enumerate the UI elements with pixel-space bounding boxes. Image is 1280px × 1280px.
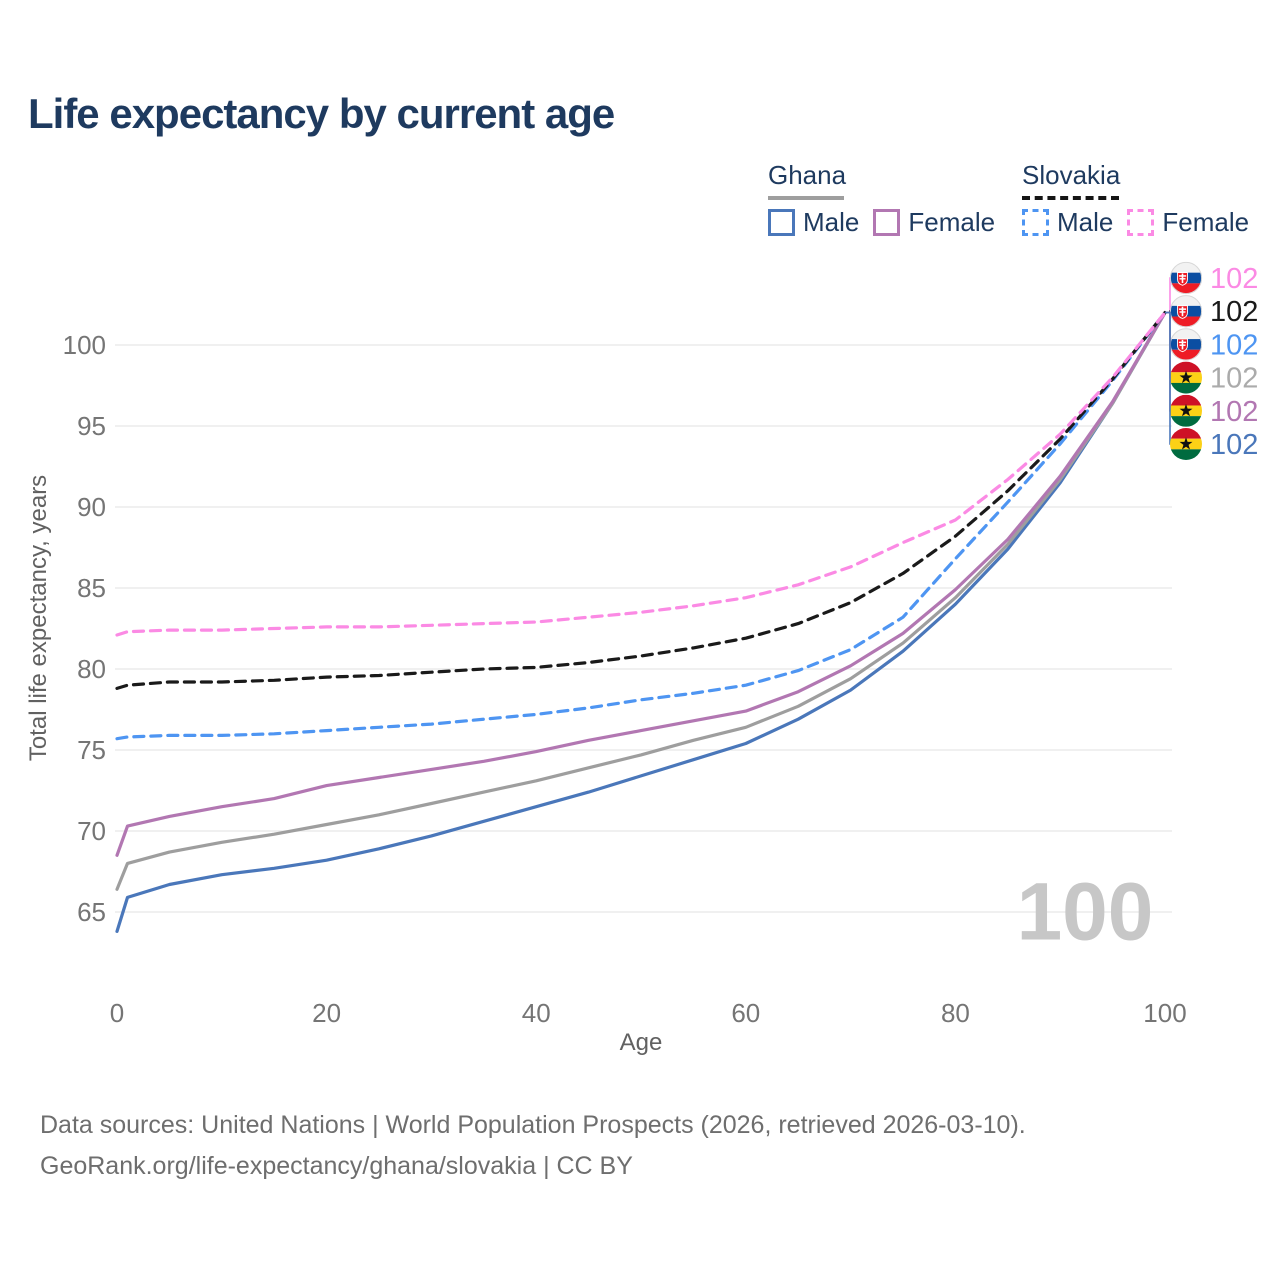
ghana-flag-icon (1170, 361, 1202, 394)
slovakia-male-swatch-icon (1022, 209, 1049, 236)
legend-item-label: Male (1057, 207, 1114, 237)
ghana-flag-icon (1170, 428, 1202, 460)
legend-item-label: Female (1162, 207, 1250, 237)
x-tick-label: 0 (110, 998, 124, 1028)
y-axis-title: Total life expectancy, years (25, 475, 52, 761)
legend-group-slovakia: Slovakia Male Female (1022, 160, 1249, 238)
y-tick-label: 85 (77, 573, 106, 603)
series-line-slovakia-both[interactable] (115, 311, 1167, 691)
y-tick-label: 70 (77, 816, 106, 846)
end-value-label-slovakia-both: 102 (1210, 296, 1258, 328)
age-watermark: 100 (1017, 867, 1154, 958)
series-line-slovakia-female[interactable] (115, 311, 1167, 637)
ghana-flag-icon (1170, 394, 1202, 427)
end-label-connector (1165, 311, 1179, 412)
slovakia-flag-icon (1169, 261, 1203, 295)
legend-item-slovakia-female[interactable]: Female (1127, 207, 1249, 238)
series-line-ghana-male[interactable] (115, 311, 1167, 934)
ghana-male-swatch-icon (768, 209, 795, 236)
slovakia-female-swatch-icon (1127, 209, 1155, 236)
y-tick-label: 80 (77, 654, 106, 684)
legend-item-label: Male (803, 207, 860, 237)
footer-data-sources: Data sources: United Nations | World Pop… (40, 1111, 1026, 1139)
x-tick-label: 40 (522, 998, 551, 1028)
legend-underline-slovakia (1022, 196, 1119, 200)
legend-group-ghana-title: Ghana (768, 160, 847, 190)
footer: Data sources: United Nations | World Pop… (40, 1105, 1026, 1187)
end-value-label-slovakia-male: 102 (1210, 329, 1258, 361)
slovakia-flag-icon (1169, 328, 1203, 361)
end-value-label-ghana-male: 102 (1210, 429, 1258, 461)
end-value-label-slovakia-female: 102 (1210, 263, 1258, 295)
x-axis-title: Age (620, 1029, 663, 1056)
series-line-ghana-both[interactable] (115, 311, 1167, 891)
series-line-ghana-female[interactable] (115, 311, 1167, 857)
y-tick-label: 90 (77, 492, 106, 522)
y-tick-label: 100 (63, 330, 106, 360)
end-value-label-ghana-both: 102 (1210, 363, 1258, 395)
legend-item-label: Female (908, 207, 996, 237)
y-tick-label: 65 (77, 897, 106, 927)
slovakia-flag-icon (1169, 295, 1203, 328)
legend-item-slovakia-male[interactable]: Male (1022, 207, 1113, 238)
legend-group-slovakia-title: Slovakia (1022, 160, 1121, 190)
x-tick-label: 60 (731, 998, 760, 1028)
end-value-label-ghana-female: 102 (1210, 396, 1258, 428)
series-line-slovakia-male[interactable] (115, 311, 1167, 741)
y-tick-label: 75 (77, 735, 106, 765)
legend-item-ghana-female[interactable]: Female (873, 207, 995, 238)
y-tick-label: 95 (77, 411, 106, 441)
legend-group-ghana: Ghana Male Female (768, 160, 995, 238)
page-title: Life expectancy by current age (28, 90, 615, 137)
legend-item-ghana-male[interactable]: Male (768, 207, 859, 238)
ghana-female-swatch-icon (873, 209, 901, 236)
x-tick-label: 100 (1143, 998, 1186, 1028)
legend-underline-ghana (768, 196, 844, 200)
x-tick-label: 20 (312, 998, 341, 1028)
x-tick-label: 80 (941, 998, 970, 1028)
footer-attribution-url: GeoRank.org/life-expectancy/ghana/slovak… (40, 1152, 633, 1180)
